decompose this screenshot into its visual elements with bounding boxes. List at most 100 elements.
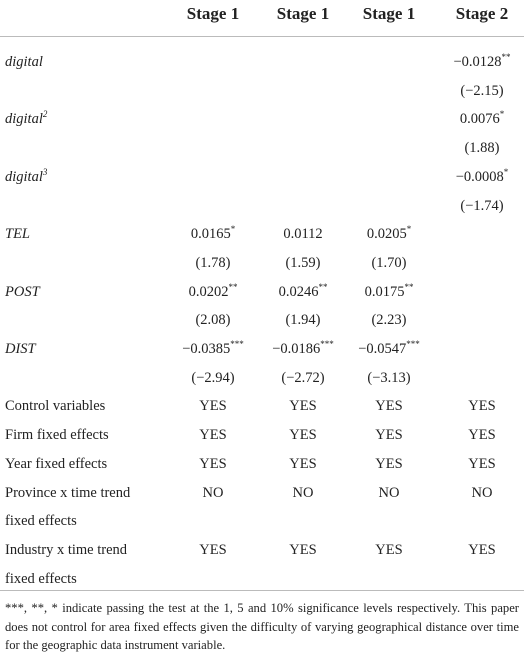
- cell: (−2.94): [191, 368, 234, 388]
- cell: YES: [199, 425, 226, 445]
- row-label: POST: [5, 282, 40, 302]
- cell: (−3.13): [367, 368, 410, 388]
- row-label: Firm fixed effects: [5, 425, 109, 445]
- cell-value: YES: [375, 427, 403, 444]
- label-text: POST: [5, 283, 40, 300]
- cell-value: (2.08): [195, 312, 231, 329]
- label-superscript: 3: [42, 166, 48, 177]
- cell-value: YES: [199, 541, 227, 558]
- cell: (1.94): [285, 310, 320, 330]
- cell-value: YES: [199, 398, 227, 415]
- significance-stars: ***: [320, 339, 334, 350]
- cell-value: YES: [468, 455, 496, 472]
- cell: YES: [468, 425, 495, 445]
- cell-value: (1.59): [285, 254, 321, 271]
- cell-value: YES: [289, 455, 317, 472]
- cell: YES: [199, 396, 226, 416]
- cell-value: NO: [471, 484, 493, 501]
- significance-stars: ***: [406, 339, 420, 350]
- cell-value: −0.0547: [358, 341, 407, 357]
- row-label: DIST: [5, 339, 36, 359]
- significance-stars: ***: [230, 339, 244, 350]
- row-label: Industry x time trend: [5, 540, 127, 560]
- cell: YES: [199, 540, 226, 560]
- cell-value: YES: [289, 541, 317, 558]
- significance-stars: **: [228, 281, 238, 292]
- cell-value: YES: [375, 541, 403, 558]
- significance-stars: *: [230, 224, 236, 235]
- cell-value: (−2.94): [191, 369, 235, 386]
- cell: YES: [289, 454, 316, 474]
- label-text: DIST: [5, 341, 36, 357]
- cell: −0.0128**: [453, 52, 510, 72]
- column-header: Stage 2: [455, 4, 509, 23]
- cell-value: (2.23): [371, 312, 407, 329]
- label-superscript: 2: [42, 109, 48, 120]
- cell: (1.78): [195, 253, 230, 273]
- column-header: Stage 1: [276, 4, 330, 23]
- cell: (−2.15): [460, 81, 503, 101]
- cell: YES: [468, 454, 495, 474]
- column-header: Stage 1: [186, 4, 240, 23]
- cell: (1.59): [285, 253, 320, 273]
- cell: YES: [199, 454, 226, 474]
- row-label: Control variables: [5, 396, 105, 416]
- cell-value: 0.0076: [459, 111, 500, 128]
- cell-value: YES: [375, 398, 403, 415]
- row-label: TEL: [5, 224, 30, 244]
- cell-value: 0.0246: [278, 283, 319, 300]
- cell-value: NO: [292, 484, 314, 501]
- significance-stars: *: [499, 109, 505, 120]
- row-label: Province x time trend: [5, 483, 130, 503]
- label-text: digital: [5, 168, 43, 185]
- significance-stars: *: [503, 166, 509, 177]
- cell: 0.0175**: [365, 282, 414, 302]
- cell-value: −0.0186: [272, 341, 321, 357]
- cell: YES: [375, 454, 402, 474]
- label-text: Firm fixed effects: [5, 427, 109, 444]
- cell: (2.23): [371, 310, 406, 330]
- cell-value: (1.70): [371, 254, 407, 271]
- cell-value: YES: [289, 398, 317, 415]
- cell: (1.88): [464, 138, 499, 158]
- significance-stars: **: [404, 281, 414, 292]
- cell: 0.0165*: [191, 224, 235, 244]
- cell-value: (1.78): [195, 254, 231, 271]
- cell: 0.0246**: [279, 282, 328, 302]
- cell-value: (−1.74): [460, 197, 504, 214]
- header-rule: [0, 36, 524, 37]
- label-text: Industry x time trend: [5, 541, 128, 558]
- cell-value: −0.0128: [453, 54, 502, 70]
- cell-value: (1.94): [285, 312, 321, 329]
- cell: (1.70): [371, 253, 406, 273]
- cell-value: NO: [378, 484, 400, 501]
- cell: YES: [375, 540, 402, 560]
- cell: NO: [472, 483, 493, 503]
- cell-value: NO: [202, 484, 224, 501]
- cell-value: (−2.15): [460, 82, 504, 99]
- cell-value: −0.0008: [455, 168, 504, 185]
- row-label: Year fixed effects: [5, 454, 107, 474]
- table-note: ***, **, * indicate passing the test at …: [5, 601, 519, 652]
- cell: NO: [203, 483, 224, 503]
- cell-value: YES: [468, 398, 496, 415]
- cell-value: 0.0112: [283, 226, 323, 243]
- cell: (−2.72): [281, 368, 324, 388]
- cell: 0.0076*: [460, 109, 504, 129]
- cell: YES: [289, 540, 316, 560]
- label-text: digital: [5, 111, 43, 128]
- cell: (2.08): [195, 310, 230, 330]
- label-text: Control variables: [5, 398, 106, 415]
- cell: 0.0205*: [367, 224, 411, 244]
- cell: −0.0385***: [182, 339, 244, 359]
- cell-value: (1.88): [464, 140, 500, 157]
- cell-value: (−2.72): [281, 369, 325, 386]
- cell: YES: [375, 396, 402, 416]
- cell-value: YES: [199, 427, 227, 444]
- label-text: digital: [5, 54, 43, 70]
- cell: 0.0112: [283, 224, 322, 244]
- bottom-rule: [0, 590, 524, 591]
- cell-value: 0.0165: [190, 226, 231, 243]
- cell-value: YES: [289, 427, 317, 444]
- cell: YES: [468, 396, 495, 416]
